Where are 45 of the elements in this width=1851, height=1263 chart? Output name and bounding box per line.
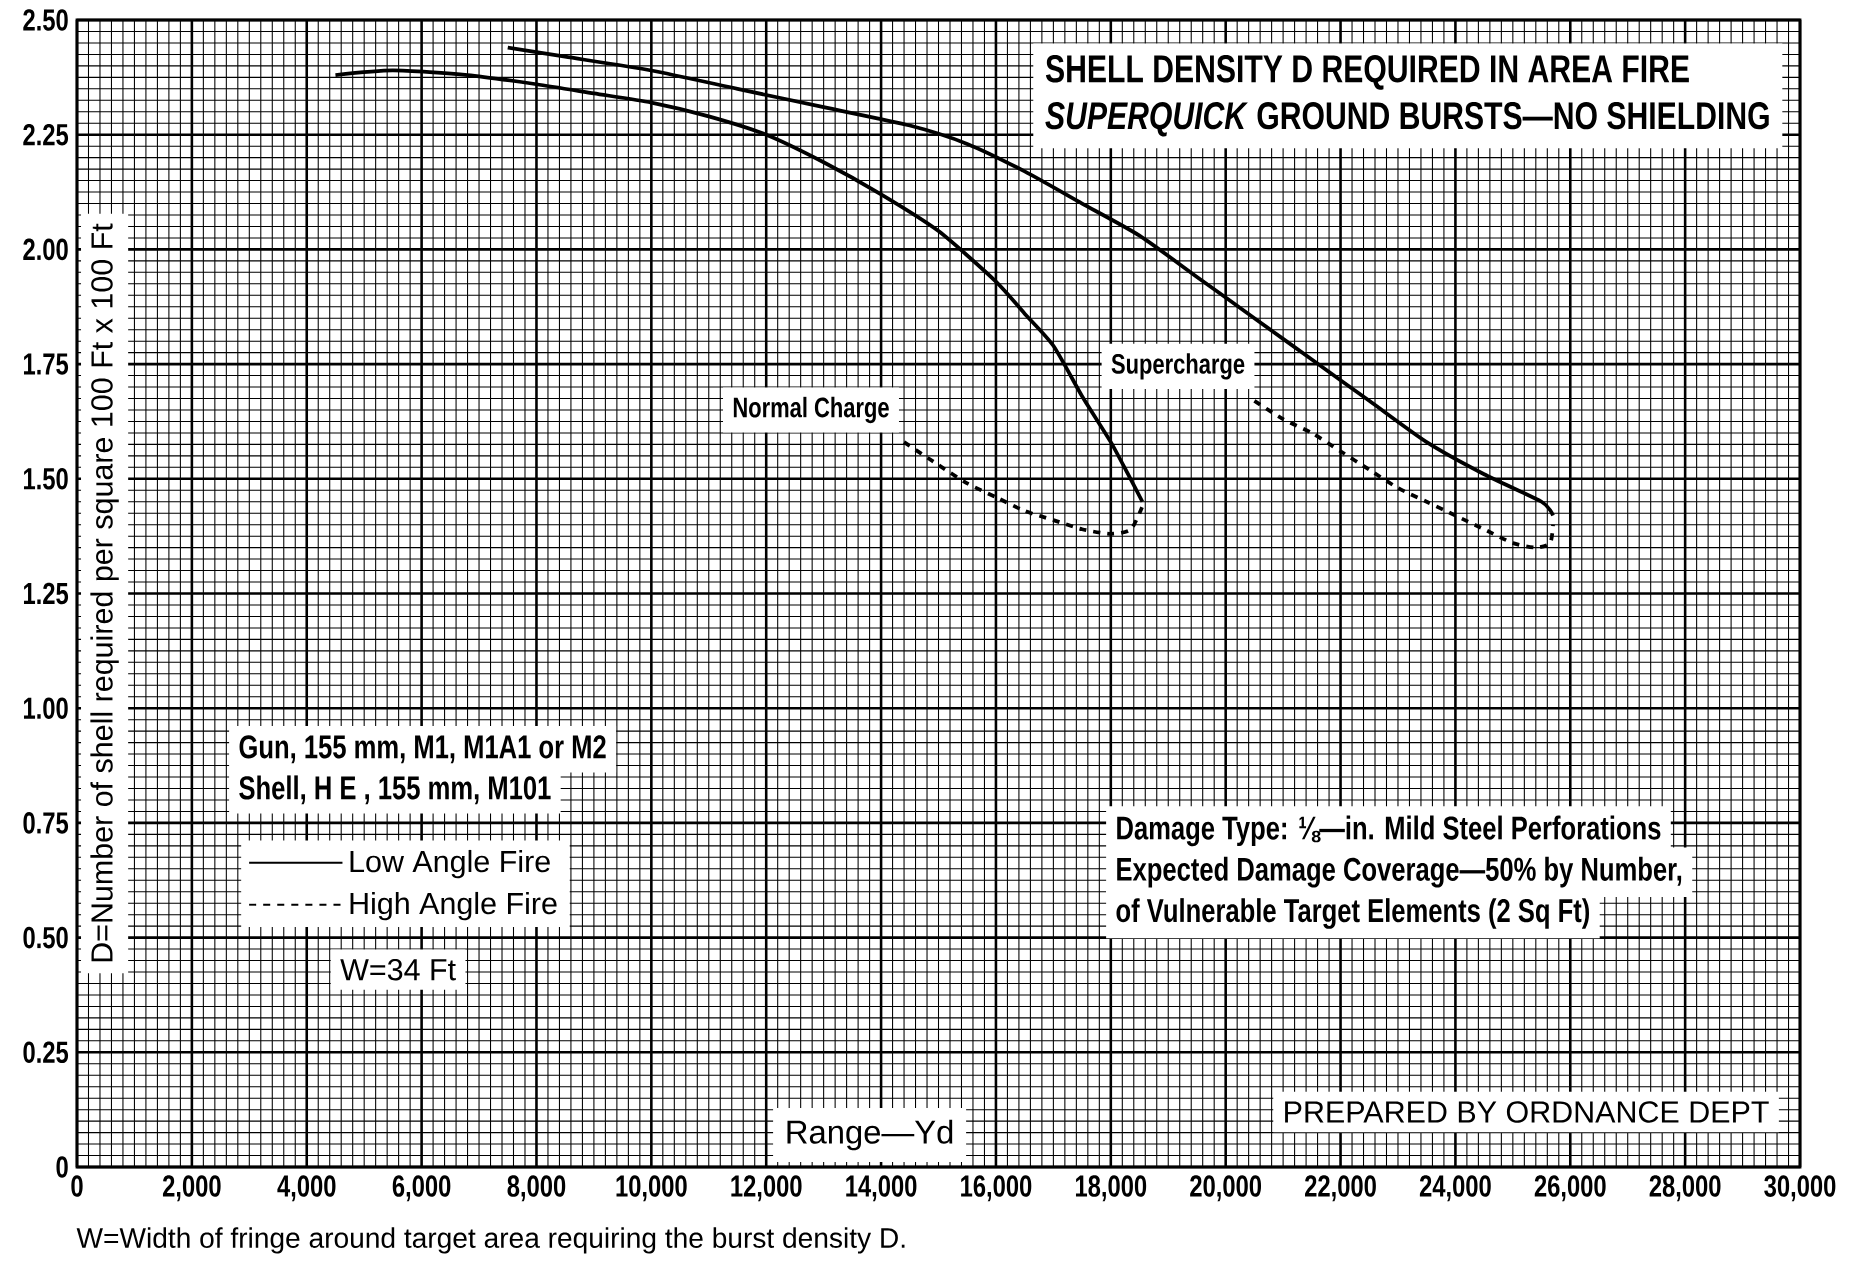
line-series bbox=[902, 440, 1145, 536]
x-tick-label: 18,000 bbox=[1075, 1175, 1147, 1202]
annotation: Gun, 155 mm, M1, M1A1 or M2 bbox=[239, 735, 606, 764]
y-tick-label: 2.00 bbox=[23, 238, 68, 261]
x-tick-label: 26,000 bbox=[1534, 1175, 1606, 1202]
line-series bbox=[1252, 398, 1555, 550]
y-tick-label: 0.50 bbox=[23, 926, 68, 949]
annotation: Damage Type: ⅛—in. Mild Steel Perforations bbox=[1117, 815, 1661, 847]
annotation: Expected Damage Coverage—50% by Number, bbox=[1117, 856, 1682, 888]
x-tick-label: 28,000 bbox=[1649, 1175, 1721, 1202]
annotation: Shell, H E , 155 mm, M101 bbox=[239, 775, 551, 805]
annotation: PREPARED BY ORDNANCE DEPT bbox=[1285, 1101, 1769, 1123]
y-tick-label: 1.25 bbox=[23, 582, 69, 605]
annotation: of Vulnerable Target Elements (2 Sq Ft) bbox=[1116, 898, 1590, 929]
y-tick-label: 1.00 bbox=[23, 697, 68, 720]
y-tick-label: 0 bbox=[56, 1156, 68, 1178]
x-tick-label: 2,000 bbox=[162, 1175, 221, 1202]
x-tick-label: 16,000 bbox=[961, 1175, 1032, 1202]
x-tick-label: 14,000 bbox=[846, 1175, 917, 1202]
text: SUPERQUICK GROUND BURSTS—NO SHIELDING bbox=[1045, 102, 1769, 137]
x-tick-label: 30,000 bbox=[1764, 1175, 1836, 1202]
x-tick-label: 24,000 bbox=[1419, 1175, 1491, 1202]
text: SHELL DENSITY D REQUIRED IN AREA FIRE bbox=[1045, 55, 1689, 90]
x-tick-label: 8,000 bbox=[507, 1175, 566, 1202]
x-tick-label: 10,000 bbox=[616, 1175, 687, 1202]
x-tick-label: 6,000 bbox=[392, 1175, 451, 1202]
y-tick-label: 1.50 bbox=[23, 468, 68, 490]
legend-label: Low Angle Fire bbox=[350, 849, 550, 879]
x-tick-label: 22,000 bbox=[1305, 1175, 1376, 1202]
text: W=Width of fringe around target area requiring the burst density D. bbox=[76, 1227, 905, 1254]
y-tick-label: 0.25 bbox=[23, 1041, 69, 1064]
x-tick-label: 20,000 bbox=[1190, 1175, 1262, 1202]
y-tick-label: 2.50 bbox=[23, 9, 68, 31]
x-tick-label: 4,000 bbox=[277, 1175, 336, 1202]
y-tick-label: 1.75 bbox=[23, 353, 69, 375]
x-tick-label: 0 bbox=[71, 1175, 83, 1197]
annotation: Normal Charge bbox=[733, 396, 889, 424]
legend-label: High Angle Fire bbox=[350, 891, 557, 921]
annotation: W=34 Ft bbox=[340, 958, 456, 981]
y-tick-label: 2.25 bbox=[23, 123, 69, 146]
x-tick-label: 12,000 bbox=[731, 1175, 802, 1202]
y-axis-title: D=Number of shell required per square 100 Ft x 100 Ft bbox=[90, 223, 119, 962]
annotation: Supercharge bbox=[1111, 353, 1245, 380]
x-axis-title: Range—Yd bbox=[787, 1119, 953, 1151]
y-tick-label: 0.75 bbox=[23, 812, 69, 834]
